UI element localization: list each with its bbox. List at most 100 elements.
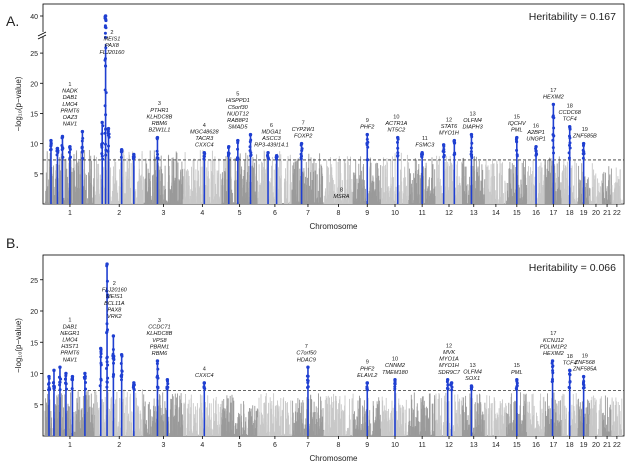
hit-peak	[396, 135, 400, 204]
gene-label-name: RAB8P1	[227, 118, 248, 124]
hit-peak	[226, 144, 231, 204]
gene-label-chromosome: 12	[446, 117, 452, 123]
gene-label-name: MYO1H	[439, 131, 460, 137]
hit-point	[470, 141, 474, 145]
axis-break-mark	[37, 34, 47, 40]
hit-point	[104, 46, 108, 50]
hit-point	[441, 149, 445, 153]
hit-point	[107, 144, 110, 148]
hit-point	[365, 137, 369, 141]
y-tick-label: 5	[34, 172, 38, 179]
hit-point	[299, 157, 303, 161]
hit-peak	[103, 14, 108, 204]
hit-point	[248, 145, 252, 149]
gene-label-name: ACTR1A	[384, 121, 407, 127]
gene-label-chromosome: 1	[68, 82, 71, 88]
hit-top-point	[534, 144, 538, 149]
hit-top-point	[551, 102, 556, 107]
hit-point	[100, 132, 104, 136]
hit-peak	[581, 141, 586, 204]
gene-label-name: RP3-439I14.1	[254, 143, 289, 149]
x-tick-label: 4	[200, 210, 204, 217]
hit-peak	[534, 144, 539, 204]
gene-label-chromosome: 7	[302, 120, 305, 126]
hit-point	[104, 91, 108, 95]
x-tick-label: 8	[337, 210, 341, 217]
hit-point	[568, 141, 572, 145]
hit-top-point	[581, 141, 586, 146]
hit-top-point	[103, 14, 108, 18]
hit-top-point	[365, 132, 369, 137]
hit-top-point	[441, 143, 446, 147]
hit-point	[100, 144, 104, 148]
hit-point	[55, 153, 59, 157]
gene-label-name: FSMC3	[415, 143, 435, 149]
hit-top-point	[60, 134, 65, 139]
hit-point	[80, 145, 84, 149]
hit-point	[568, 146, 572, 150]
hit-top-point	[568, 125, 572, 129]
hit-point	[534, 153, 538, 157]
hit-point	[101, 157, 105, 161]
hit-peak	[49, 138, 53, 204]
gene-label-name: LMO4	[62, 102, 77, 108]
hit-top-point	[469, 132, 474, 137]
hit-point	[582, 150, 586, 154]
y-tick-label: 20	[30, 81, 38, 88]
y-tick-label: 10	[30, 142, 38, 149]
gene-label-name: STAT6	[441, 124, 458, 130]
x-tick-label: 22	[613, 210, 621, 217]
hit-point	[552, 116, 556, 120]
hit-point	[202, 154, 206, 158]
gene-label-chromosome: 17	[550, 88, 556, 94]
hit-point	[132, 156, 136, 160]
y-tick-label: 40	[30, 14, 38, 21]
hit-point	[103, 131, 107, 135]
hit-point	[299, 152, 303, 156]
gene-label-name: MSRA	[333, 194, 349, 200]
gene-label-name: ASCC3	[261, 136, 282, 142]
gene-label-name: NUDT12	[227, 111, 250, 117]
gene-label-chromosome: 4	[203, 123, 206, 129]
hit-point	[396, 140, 399, 144]
hit-point	[60, 144, 64, 147]
gene-label-name: FLJ20160	[99, 50, 125, 56]
hit-point	[552, 151, 555, 155]
x-tick-label: 7	[306, 210, 310, 217]
hit-point	[300, 147, 304, 151]
hit-top-point	[248, 132, 253, 137]
gene-label-name: HEXIM2	[543, 94, 565, 100]
x-tick-label: 3	[161, 210, 165, 217]
x-tick-label: 18	[566, 210, 574, 217]
hit-top-point	[106, 126, 111, 131]
gene-label-chromosome: 13	[469, 111, 475, 117]
hit-point	[103, 31, 107, 35]
gene-label-name: RBM6	[152, 121, 168, 127]
x-tick-label: 11	[419, 210, 426, 217]
hit-point	[568, 134, 571, 138]
hit-point	[226, 154, 230, 158]
hit-peak	[119, 147, 124, 204]
hit-point	[236, 156, 240, 160]
gene-label-name: OLFM4	[463, 118, 482, 124]
y-axis-title: −log₁₀(p−value)	[14, 76, 23, 131]
hit-point	[104, 142, 107, 146]
hit-top-point	[420, 150, 424, 155]
gene-label-chromosome: 2	[110, 30, 113, 36]
hit-point	[155, 149, 159, 153]
hit-point	[249, 151, 253, 155]
hit-point	[104, 35, 107, 39]
hit-point	[104, 113, 108, 117]
gene-label-chromosome: 11	[422, 136, 428, 142]
hit-point	[567, 151, 571, 155]
